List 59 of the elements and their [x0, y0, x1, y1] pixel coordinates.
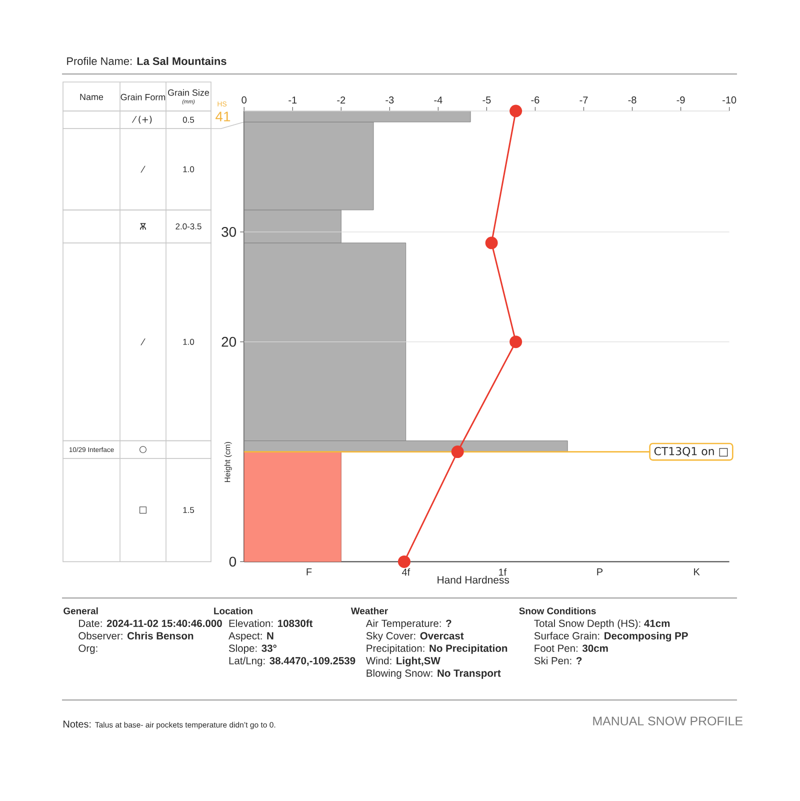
text: Profile Name: La Sal Mountains: [67, 56, 226, 66]
text: Location: [214, 607, 252, 614]
text: 1.0: [183, 338, 194, 345]
x-tick-label: -6: [531, 96, 540, 104]
text: Name: [80, 94, 104, 100]
x-tick-label: -4: [434, 96, 442, 104]
x-tick-label: -2: [337, 96, 346, 104]
text: Aspect: N: [228, 632, 274, 642]
text: Notes:: [64, 720, 91, 728]
text: P: [597, 568, 603, 576]
text: Elevation: 10830ft: [229, 619, 313, 628]
text: Total Snow Depth (HS): 41cm: [534, 619, 670, 630]
x-tick-label: -3: [386, 96, 394, 104]
x-tick-label: -7: [580, 96, 588, 104]
text: Observer: Chris Benson: [78, 632, 194, 640]
x-tick-label: -5: [482, 96, 491, 104]
text: Foot Pen: 30cm: [534, 644, 608, 652]
text: Org:: [78, 644, 98, 654]
text: Sky Cover: Overcast: [366, 632, 464, 642]
text: 0.5: [182, 116, 194, 123]
text: Lat/Lng: 38.4470,-109.2539: [229, 656, 356, 666]
text: Blowing Snow: No Transport: [366, 669, 501, 679]
text: ⁄: [140, 338, 146, 346]
text: Ѫ: [140, 223, 146, 230]
x-tick-label: 0: [242, 96, 246, 104]
y-tick-label: 20: [222, 336, 236, 347]
text: Weather: [350, 607, 388, 614]
text: Air Temperature: ?: [366, 619, 452, 630]
text: Grain Size: [168, 89, 210, 96]
text: MANUAL SNOW PROFILE: [593, 716, 742, 726]
text: 41: [216, 112, 230, 122]
text: 1f: [499, 568, 507, 576]
text: K: [694, 568, 700, 576]
text: ○: [140, 446, 146, 454]
text: Snow Conditions: [519, 607, 596, 614]
text: ⁄: [140, 166, 146, 173]
text: ⁄ (+): [132, 116, 152, 124]
text: Date: 2024-11-02 15:40:46.000: [79, 620, 222, 627]
text: Slope: 33°: [228, 644, 276, 654]
text: Precipitation: No Precipitation: [366, 644, 508, 654]
text: Surface Grain: Decomposing PP: [534, 632, 688, 642]
text: □: [140, 506, 146, 514]
x-axis-title: Hand Hardness: [438, 576, 510, 584]
text: General: [64, 607, 98, 614]
text: 1.5: [183, 507, 194, 513]
text: Ski Pen: ?: [534, 656, 582, 664]
x-tick-label: -9: [676, 96, 685, 104]
text: 1.0: [183, 166, 194, 172]
ref-line-label: CT13Q1 on □: [654, 447, 728, 457]
text: 4f: [402, 568, 410, 576]
text: 2.0-3.5: [176, 223, 202, 230]
y-tick-label: 30: [222, 226, 236, 237]
x-tick-label: -10: [722, 96, 736, 104]
x-tick-label: -8: [628, 96, 636, 104]
y-tick-label: 0: [229, 556, 236, 567]
text: Wind: Light,SW: [366, 656, 440, 666]
text: Grain Form: [120, 94, 166, 100]
x-tick-label: -1: [288, 96, 297, 104]
text: F: [306, 568, 312, 576]
